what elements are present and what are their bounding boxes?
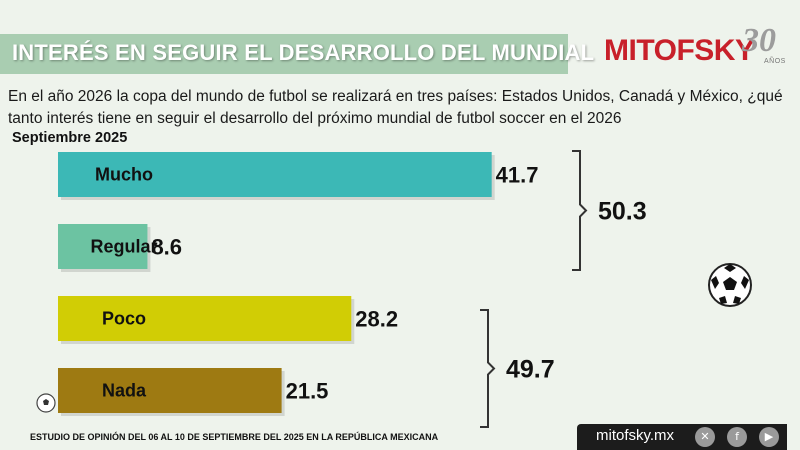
value-label-regular: 8.6 [151, 235, 182, 260]
bar-poco [58, 296, 352, 341]
logo-anniversary-number: 30 [742, 22, 776, 59]
footer-url-link[interactable]: mitofsky.mx [596, 427, 675, 444]
value-label-nada: 21.5 [286, 379, 329, 404]
group-bracket-1 [572, 150, 588, 271]
facebook-icon[interactable]: f [727, 427, 747, 447]
value-label-mucho: 41.7 [496, 163, 539, 188]
bar-regular [58, 224, 148, 269]
survey-question: En el año 2026 la copa del mundo de futb… [8, 88, 783, 127]
footer-study-note: ESTUDIO DE OPINIÓN DEL 06 AL 10 DE SEPTI… [30, 432, 439, 442]
group-total-2: 49.7 [506, 356, 555, 384]
group-total-1: 50.3 [598, 198, 647, 226]
youtube-icon[interactable]: ▶ [759, 427, 779, 447]
category-label-nada: Nada [102, 381, 147, 401]
category-label-regular: Regular [90, 237, 157, 257]
small-soccer-ball-icon [36, 393, 56, 413]
x-icon[interactable]: ✕ [695, 427, 715, 447]
logo: MITOFSKY [604, 34, 755, 67]
value-label-poco: 28.2 [355, 307, 398, 332]
logo-anniversary-label: AÑOS [764, 58, 786, 65]
bar-nada [58, 368, 282, 413]
bar-mucho [58, 152, 492, 197]
survey-date: Septiembre 2025 [12, 130, 128, 146]
title-banner [0, 34, 568, 74]
page-title: INTERÉS EN SEGUIR EL DESARROLLO DEL MUND… [12, 40, 595, 65]
footer-bar [577, 424, 787, 450]
group-bracket-2 [480, 309, 496, 428]
soccer-ball-icon [708, 263, 752, 307]
category-label-mucho: Mucho [95, 165, 153, 185]
category-label-poco: Poco [102, 309, 146, 329]
